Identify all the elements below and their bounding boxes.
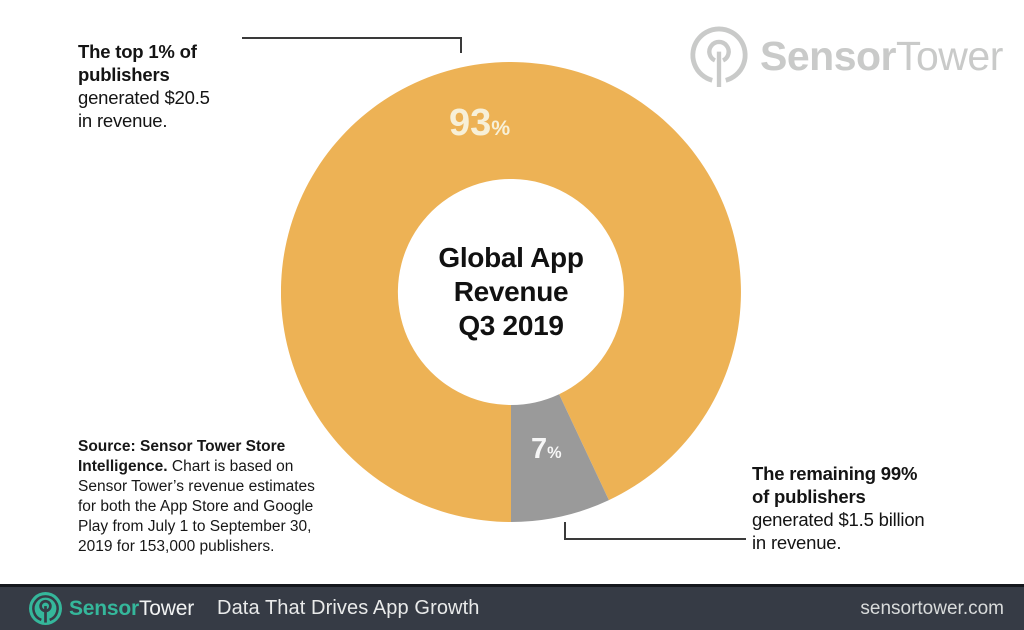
sensor-tower-icon xyxy=(690,26,748,87)
leader-line-top-vertical xyxy=(460,37,462,53)
source-note: Source: Sensor Tower Store Intelligence.… xyxy=(78,437,346,557)
callout-top-1-percent: The top 1% of publishers generated $20.5… xyxy=(78,40,210,132)
sensor-tower-footer-icon xyxy=(29,592,62,625)
percent-sign: % xyxy=(547,444,562,462)
callout-remaining-99: The remaining 99% of publishers generate… xyxy=(752,462,925,554)
callout-line: The top 1% of xyxy=(78,41,197,62)
source-line: Play from July 1 to September 30, xyxy=(78,518,312,535)
callout-line: The remaining 99% xyxy=(752,463,918,484)
donut-chart xyxy=(281,62,741,522)
source-line: Intelligence. Chart is based on xyxy=(78,458,294,475)
leader-line-bottom-horizontal xyxy=(564,538,746,540)
callout-line: generated $20.5 xyxy=(78,87,210,108)
callout-line: generated $1.5 billion xyxy=(752,509,925,530)
slice-label-7-percent: 7% xyxy=(531,433,562,466)
footer-wordmark: SensorTower xyxy=(69,596,195,620)
callout-line: in revenue. xyxy=(78,110,168,131)
sensor-tower-watermark: SensorTower xyxy=(688,24,1003,88)
footer-website: sensortower.com xyxy=(860,597,1004,619)
callout-line: of publishers xyxy=(752,486,866,507)
callout-line: publishers xyxy=(78,64,170,85)
slice-label-93-percent: 93% xyxy=(449,102,510,145)
chart-title-line: Revenue xyxy=(453,276,569,307)
donut-chart-svg xyxy=(281,62,741,522)
percent-sign: % xyxy=(491,116,511,140)
source-line: Sensor Tower’s revenue estimates xyxy=(78,478,315,495)
chart-title-line: Global App xyxy=(438,242,584,273)
footer-branding: SensorTower Data That Drives App Growth xyxy=(0,592,479,625)
donut-slice-remaining-99 xyxy=(511,394,609,522)
chart-title: Global App Revenue Q3 2019 xyxy=(381,241,641,343)
source-line: for both the App Store and Google xyxy=(78,498,314,515)
source-line: Source: Sensor Tower Store xyxy=(78,438,286,455)
footer-bar: SensorTower Data That Drives App Growth … xyxy=(0,584,1024,630)
callout-line: in revenue. xyxy=(752,532,842,553)
footer-tagline: Data That Drives App Growth xyxy=(217,597,480,619)
leader-line-bottom-vertical xyxy=(564,522,566,540)
sensor-tower-wordmark: SensorTower xyxy=(760,32,1003,79)
chart-title-line: Q3 2019 xyxy=(458,310,564,341)
leader-line-top-horizontal xyxy=(242,37,462,39)
slice-value: 93 xyxy=(449,102,492,144)
source-line: 2019 for 153,000 publishers. xyxy=(78,538,275,555)
slice-value: 7 xyxy=(531,433,548,465)
donut-slice-top1-percent xyxy=(281,62,741,522)
